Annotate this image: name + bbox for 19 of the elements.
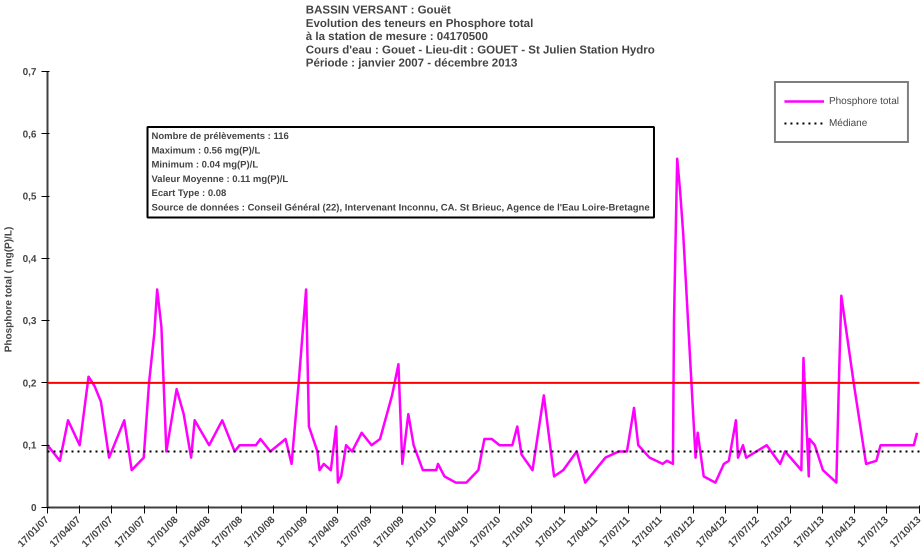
y-tick-label: 0,1 — [22, 440, 37, 452]
chart-title: BASSIN VERSANT : Gouët Evolution des teneurs en Phosphore total à la station de mesure : 04170500 Cours d'eau : Gouet - Lieu-dit : GOUET - St Julien Station Hydro Période : janvier 2007 - décembre 2013 — [306, 4, 655, 70]
legend-label: Médiane — [828, 118, 868, 128]
y-axis-title: Phosphore total ( mg(P)/L) — [4, 226, 15, 352]
annotation: Ecart Type : 0.08 — [152, 188, 226, 200]
line-series — [48, 157, 918, 484]
annotation: Minimum : 0.04 mg(P)/L — [152, 160, 258, 171]
y-tick-label: 0 — [30, 503, 37, 514]
y-tick-label: 0,6 — [22, 129, 37, 140]
y-tick-label: 0,7 — [22, 67, 37, 78]
legend-label: Phosphore total — [828, 96, 899, 106]
y-tick-label: 0,2 — [22, 378, 37, 390]
annotation: Valeur Moyenne : 0.11 mg(P)/L — [152, 174, 288, 185]
y-tick-label: 0,3 — [22, 316, 37, 328]
annotation: Nombre de prélèvements : 116 — [152, 131, 289, 142]
annotation: Maximum : 0.56 mg(P)/L — [152, 145, 260, 156]
y-tick-label: 0,5 — [22, 192, 37, 203]
y-tick-label: 0,4 — [22, 254, 37, 265]
annotation: Source de données : Conseil Général (22), Intervenant Inconnu, CA. St Brieuc, Agence de l'Eau Loire-Bretagne — [152, 202, 650, 214]
